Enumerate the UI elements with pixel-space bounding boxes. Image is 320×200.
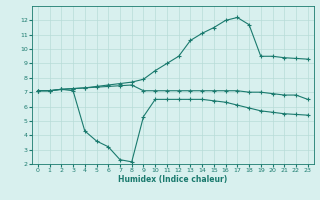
X-axis label: Humidex (Indice chaleur): Humidex (Indice chaleur): [118, 175, 228, 184]
